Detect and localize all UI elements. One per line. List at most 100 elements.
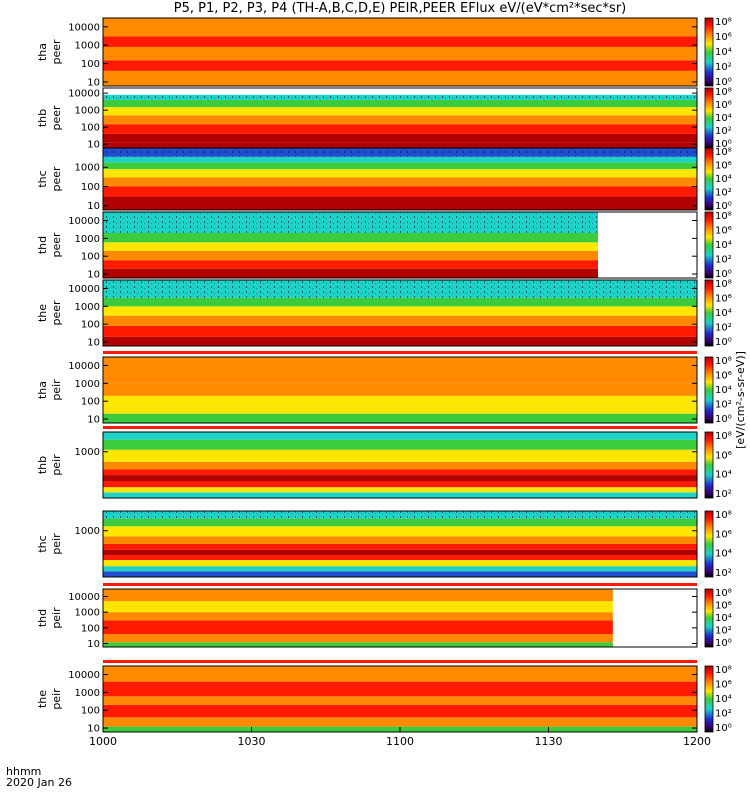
flux-band [103,555,697,561]
colorbar-tick-label: 10⁶ [715,680,732,691]
panel-frame [102,356,698,424]
flux-band [103,405,697,414]
x-tick-label: 1100 [386,735,414,748]
colorbar-tick-label: 10⁴ [715,549,732,560]
flux-band [103,481,697,488]
colorbar-tick-label: 10⁰ [715,201,732,212]
panel-label-probe: tha [36,43,49,61]
colorbar-tick-label: 10⁶ [715,294,732,305]
flux-band [103,260,598,269]
y-tick-label: 10000 [68,361,100,372]
y-tick-label: 10 [87,415,100,426]
y-tick-label: 1000 [75,163,100,174]
flux-band [103,589,613,602]
panel-label-probe: thc [36,535,49,552]
flux-band [103,156,697,163]
y-tick-label: 10000 [68,670,100,681]
noise-speckle [103,511,697,519]
y-tick-label: 1000 [75,688,100,699]
y-tick-label: 10000 [68,592,100,603]
panel-label-probe: thd [36,236,49,254]
colorbar [704,510,714,578]
flux-band [103,196,697,210]
colorbar-tick-label: 10⁸ [715,211,732,222]
panel-thd_peer: 10 100 1000 10000 thd peer 10⁰ 10² 10⁴ 10⁶ 10⁸ [36,211,732,281]
flux-band [103,232,598,243]
colorbar-tick-label: 10⁶ [715,371,732,382]
y-tick-label: 1000 [75,302,100,313]
flux-band [103,325,697,337]
flux-band [103,634,613,643]
colorbar-tick-label: 10⁸ [715,510,732,521]
colorbar [704,356,714,424]
panel-thb_peer: 10 100 1000 10000 thb peer 10⁰ 10² 10⁴ 10⁶ 10⁸ [36,87,732,151]
y-tick-label: 100 [81,706,100,717]
gap-strip [103,660,697,663]
flux-band [103,696,697,705]
y-tick-label: 1000 [75,608,100,619]
panel-frame [102,510,698,578]
colorbar-tick-label: 10⁶ [715,100,732,111]
flux-band [103,518,697,527]
flux-band [103,544,697,550]
colorbar [704,147,714,211]
panel-frame [102,588,698,648]
x-tick-label: 1200 [683,735,711,748]
flux-band [103,432,697,440]
panel-label-probe: the [36,304,49,322]
y-tick-label: 1000 [75,447,100,458]
flux-band [103,566,697,572]
flux-band [103,449,697,462]
flux-band [103,142,697,148]
flux-band [103,107,697,116]
y-tick-label: 10 [87,140,100,151]
colorbar-tick-label: 10⁰ [715,414,732,425]
flux-band [103,46,697,61]
colorbar-tick-label: 10⁶ [715,32,732,43]
colorbar-tick-label: 10² [715,62,732,73]
flux-band [103,475,697,482]
flux-band [103,413,697,423]
panel-label-instrument: peir [50,607,63,629]
y-tick-label: 1000 [75,526,100,537]
flux-band [103,571,697,577]
y-tick-label: 100 [81,397,100,408]
panel-label-instrument: peer [50,232,63,258]
panel-the_peer: 10 100 1000 10000 the peer 10⁰ 10² 10⁴ 10⁶ 10⁸ [36,279,732,349]
gap-strip [103,351,697,354]
flux-band [103,492,697,498]
colorbar-label: [eV/(cm²-s-sr-eV)] [734,351,747,449]
colorbar [704,431,714,499]
flux-band [103,60,697,71]
colorbar-tick-label: 10² [715,400,732,411]
colorbar-tick-label: 10² [715,489,732,500]
panel-frame [102,431,698,499]
y-tick-label: 10 [87,639,100,650]
flux-band [103,666,697,682]
flux-band [103,250,598,261]
y-tick-label: 10 [87,338,100,349]
y-tick-label: 1000 [75,234,100,245]
flux-band [103,526,697,537]
flux-band [103,612,613,621]
colorbar-tick-label: 10² [715,126,732,137]
colorbar-tick-label: 10⁸ [715,147,732,158]
flux-band [103,642,613,647]
flux-band [103,704,697,718]
panel-frame [102,211,698,279]
y-tick-label: 10 [87,77,100,88]
colorbar-tick-label: 10⁴ [715,385,732,396]
panel-label-instrument: peer [50,39,63,65]
y-tick-label: 1000 [75,41,100,52]
flux-band [103,469,697,476]
colorbar [704,279,714,347]
panel-thc_peer: 10 100 1000 thc peer 10⁰ 10² 10⁴ 10⁶ 10⁸ [36,147,732,212]
colorbar-tick-label: 10⁸ [715,431,732,442]
panel-label-instrument: peir [50,533,63,555]
flux-band [103,549,697,556]
colorbar-tick-label: 10⁴ [715,694,732,705]
flux-band [103,357,697,384]
panel-thc_peir: 1000 thc peir 10² 10⁴ 10⁶ 10⁸ [36,510,732,579]
chart-title: P5, P1, P2, P3, P4 (TH-A,B,C,D,E) PEIR,P… [173,1,627,16]
